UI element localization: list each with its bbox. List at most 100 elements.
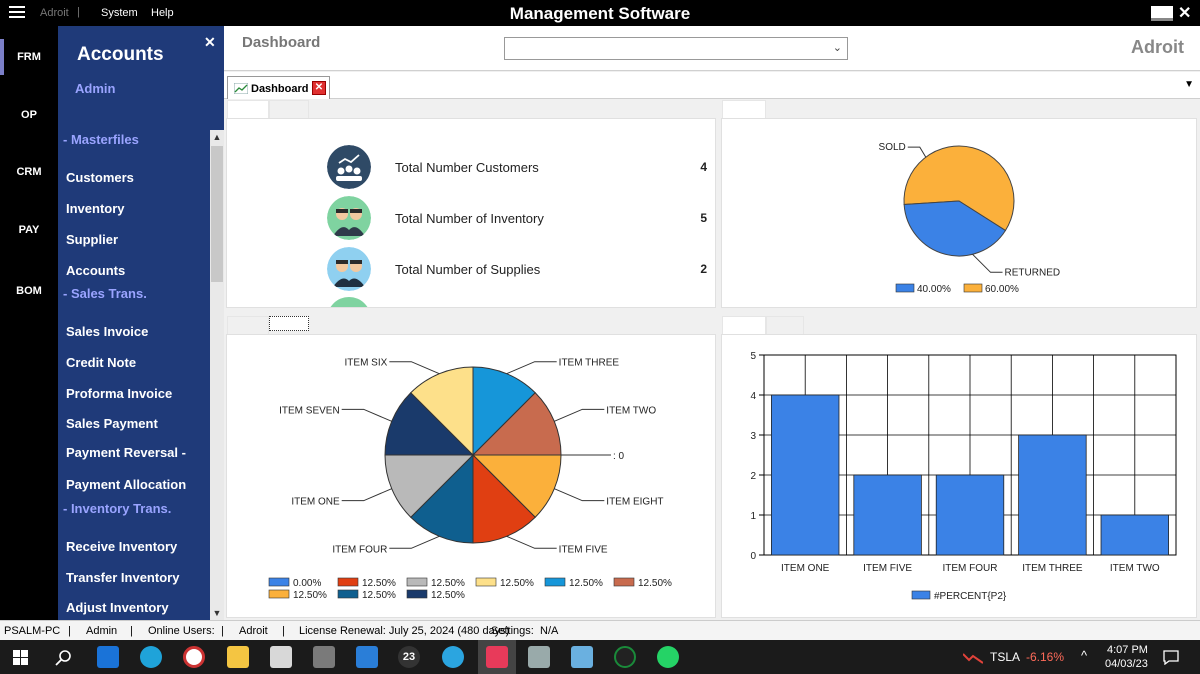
leader-line bbox=[389, 361, 440, 375]
nav-supplier[interactable]: Supplier bbox=[66, 232, 119, 247]
nav-sales-payment[interactable]: Sales Payment bbox=[66, 416, 158, 431]
leader-line bbox=[972, 253, 1003, 273]
close-window-icon[interactable]: ✕ bbox=[1178, 5, 1192, 22]
windows-start-icon[interactable] bbox=[13, 650, 28, 665]
legend-swatch bbox=[613, 577, 635, 587]
legend-label: 12.50% bbox=[293, 590, 327, 601]
tab-overflow-icon[interactable]: ▼ bbox=[1184, 79, 1194, 90]
pie2-tab-focused[interactable] bbox=[269, 316, 309, 331]
company-logo-text: Adroit bbox=[1131, 37, 1184, 57]
stock-chart-icon bbox=[963, 653, 983, 664]
group-inventory-trans[interactable]: - Inventory Trans. bbox=[63, 501, 172, 516]
nav-sales-invoice[interactable]: Sales Invoice bbox=[66, 324, 149, 339]
telegram-icon[interactable] bbox=[442, 646, 464, 668]
legend-label: 12.50% bbox=[362, 590, 396, 601]
tab-close-icon[interactable]: ✕ bbox=[312, 81, 326, 95]
edge-browser-icon[interactable] bbox=[140, 646, 162, 668]
nav-credit-note[interactable]: Credit Note bbox=[66, 355, 137, 370]
nav-payment-reversal[interactable]: Payment Reversal - bbox=[66, 445, 186, 460]
items-pie-chart: ITEM THREE ITEM TWO: 0 ITEM EIGHT ITEM FIVE… bbox=[268, 358, 672, 601]
group-masterfiles[interactable]: - Masterfiles bbox=[63, 132, 139, 147]
pie-slice bbox=[410, 453, 474, 544]
customers-icon bbox=[327, 145, 371, 189]
search-icon[interactable] bbox=[55, 649, 72, 666]
x-tick-label: ITEM FOUR bbox=[943, 563, 998, 574]
scroll-thumb[interactable] bbox=[211, 146, 223, 282]
status-bar: PSALM-PC | Admin | Online Users: | Adroi… bbox=[0, 620, 1200, 640]
scroll-up-icon[interactable]: ▲ bbox=[212, 132, 222, 142]
header-dropdown[interactable]: ⌄ bbox=[504, 37, 848, 60]
maximize-icon[interactable] bbox=[1151, 6, 1173, 21]
partial-people-icon bbox=[330, 297, 368, 307]
menu-help[interactable]: Help bbox=[151, 7, 174, 19]
group-sales-trans[interactable]: - Sales Trans. bbox=[63, 286, 147, 301]
nav-customers[interactable]: Customers bbox=[66, 170, 134, 185]
clock-date[interactable]: 04/03/23 bbox=[1105, 658, 1148, 670]
pie1-tab[interactable] bbox=[722, 100, 766, 118]
legend-label: 60.00% bbox=[985, 284, 1019, 295]
nav-transfer-inventory[interactable]: Transfer Inventory bbox=[66, 570, 180, 585]
sold-returned-pie-chart: SOLD RETURNED 40.00% 60.00% bbox=[879, 142, 1061, 295]
stats-tab[interactable] bbox=[227, 100, 269, 118]
title-bar: Adroit | System Help Management Software… bbox=[0, 0, 1200, 26]
legend-swatch bbox=[268, 577, 290, 587]
legend-swatch bbox=[337, 589, 359, 599]
pie-slice bbox=[903, 145, 1015, 232]
rail-crm[interactable]: CRM bbox=[16, 166, 42, 178]
legend-label: 12.50% bbox=[431, 590, 465, 601]
stats-tab-2[interactable] bbox=[269, 100, 309, 118]
inventory-people-icon bbox=[327, 196, 371, 240]
slice-label: SOLD bbox=[879, 142, 906, 153]
tools-icon[interactable] bbox=[313, 646, 335, 668]
nav-receive-inventory[interactable]: Receive Inventory bbox=[66, 539, 178, 554]
remote-desktop-icon[interactable] bbox=[528, 646, 550, 668]
status-sep: | bbox=[221, 625, 224, 637]
pie2-tab[interactable] bbox=[227, 316, 269, 334]
rail-frm[interactable]: FRM bbox=[0, 39, 58, 75]
scroll-down-icon[interactable]: ▼ bbox=[212, 608, 222, 618]
rail-op[interactable]: OP bbox=[21, 109, 37, 121]
tab-dashboard[interactable]: Dashboard ✕ bbox=[227, 76, 330, 99]
pie-slice bbox=[472, 366, 536, 457]
nav-accounts[interactable]: Accounts bbox=[66, 263, 126, 278]
hamburger-menu-icon[interactable] bbox=[9, 6, 25, 19]
x-tick-label: ITEM ONE bbox=[781, 563, 830, 574]
slice-label: ITEM TWO bbox=[606, 405, 656, 416]
file-explorer-icon[interactable] bbox=[227, 646, 249, 668]
bar-tab[interactable] bbox=[722, 316, 766, 334]
nav-proforma-invoice[interactable]: Proforma Invoice bbox=[66, 386, 173, 401]
rail-pay[interactable]: PAY bbox=[18, 224, 40, 236]
notifications-icon[interactable] bbox=[1163, 650, 1179, 665]
panel-scrollbar[interactable]: ▲ ▼ bbox=[210, 130, 224, 620]
stat-value: 2 bbox=[700, 262, 707, 276]
nav-payment-allocation[interactable]: Payment Allocation bbox=[66, 477, 187, 492]
nav-inventory[interactable]: Inventory bbox=[66, 201, 125, 216]
status-app-icon[interactable] bbox=[614, 646, 636, 668]
leader-line bbox=[506, 535, 557, 549]
nav-adjust-inventory[interactable]: Adjust Inventory bbox=[66, 600, 169, 615]
whatsapp-icon[interactable] bbox=[657, 646, 679, 668]
panel-close-icon[interactable]: ✕ bbox=[204, 34, 216, 50]
rail-bom[interactable]: BOM bbox=[16, 285, 42, 297]
clock-time[interactable]: 4:07 PM bbox=[1107, 644, 1148, 656]
app-badge-icon[interactable]: 23 bbox=[398, 646, 420, 668]
bar-tab-2[interactable] bbox=[766, 316, 804, 334]
stock-ticker[interactable]: TSLA bbox=[990, 650, 1021, 664]
active-app-icon[interactable] bbox=[486, 646, 508, 668]
menu-system[interactable]: System bbox=[101, 7, 138, 19]
page-header: Dashboard ⌄ Adroit bbox=[224, 26, 1200, 71]
pie-slice bbox=[903, 200, 1007, 257]
legend-label: 12.50% bbox=[638, 578, 672, 589]
vscode-icon[interactable] bbox=[356, 646, 378, 668]
mail-icon[interactable] bbox=[97, 646, 119, 668]
tray-chevron-up-icon[interactable]: ^ bbox=[1081, 648, 1088, 663]
media-player-icon[interactable] bbox=[183, 646, 205, 668]
chevron-down-icon[interactable]: ⌄ bbox=[832, 42, 842, 54]
notes-icon[interactable] bbox=[571, 646, 593, 668]
stock-change[interactable]: -6.16% bbox=[1026, 650, 1065, 664]
slice-label: ITEM FIVE bbox=[559, 544, 608, 555]
pie-slice bbox=[471, 392, 562, 456]
slice-label: ITEM FOUR bbox=[332, 544, 387, 555]
store-icon[interactable] bbox=[270, 646, 292, 668]
legend-label: 0.00% bbox=[293, 578, 321, 589]
